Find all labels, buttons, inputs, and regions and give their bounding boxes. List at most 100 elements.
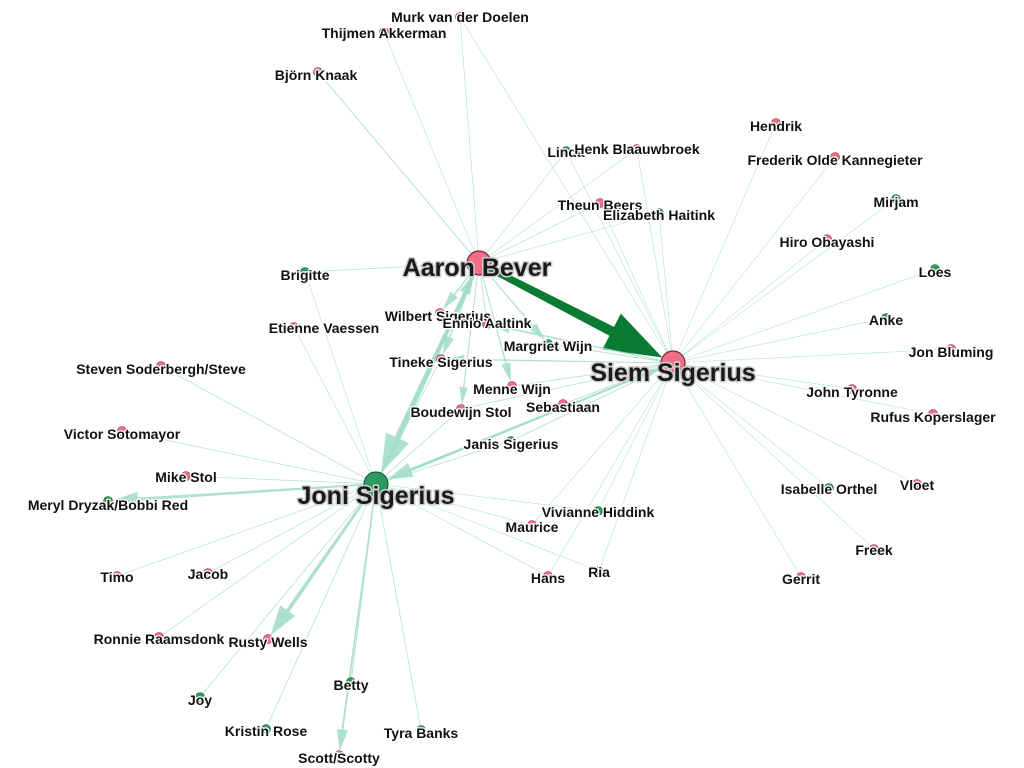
edge-aaron-murk — [460, 21, 480, 264]
node-timo[interactable] — [112, 571, 122, 581]
node-label-ennio: Ennio Aaltink — [443, 315, 532, 331]
edge-siem-johntyronne — [672, 362, 848, 389]
node-label-murk: Murk van der Doelen — [391, 9, 529, 25]
node-label-ria: Ria — [588, 564, 610, 580]
edge-aaron-henk — [478, 151, 634, 264]
node-wilbert[interactable] — [435, 308, 445, 318]
edge-siem-menne — [516, 362, 674, 386]
edge-siem-wilbert — [444, 313, 674, 364]
node-anke[interactable] — [881, 313, 891, 323]
node-label-tineke: Tineke Sigerius — [389, 354, 492, 370]
node-elizabeth[interactable] — [654, 208, 664, 218]
node-label-etienne: Etienne Vaessen — [269, 320, 380, 336]
node-etienne[interactable] — [289, 322, 299, 332]
node-ronnie[interactable] — [154, 632, 164, 642]
node-gerrit[interactable] — [796, 572, 806, 582]
node-mirjam[interactable] — [891, 194, 901, 204]
node-label-jacob: Jacob — [188, 566, 228, 582]
node-label-sebastiaan: Sebastiaan — [526, 399, 600, 415]
node-hans[interactable] — [543, 571, 553, 581]
edge-joni-steven — [164, 367, 377, 485]
node-bjorn[interactable] — [313, 67, 323, 77]
edge-siem-boudewijn — [465, 362, 674, 409]
node-label-wilbert: Wilbert Sigerius — [385, 308, 492, 324]
edge-joni-boudewijn — [375, 411, 458, 485]
edge-joni-janis — [375, 441, 507, 485]
node-label-thijmen: Thijmen Akkerman — [322, 25, 447, 41]
node-mike[interactable] — [181, 471, 191, 481]
node-tineke[interactable] — [436, 354, 446, 364]
node-label-isabelle: Isabelle Orthel — [781, 481, 877, 497]
node-ria[interactable] — [594, 566, 604, 576]
edge-siem-murk — [462, 20, 674, 364]
edge-siem-jonbluming — [672, 348, 947, 364]
node-theun[interactable] — [595, 198, 605, 208]
edge-joni-meryl — [112, 483, 377, 507]
node-joy[interactable] — [195, 692, 205, 702]
edge-joni-scott — [336, 483, 377, 751]
node-hiro[interactable] — [822, 234, 832, 244]
edge-siem-vloet — [672, 362, 914, 483]
node-label-henk: Henk Blaauwbroek — [574, 141, 699, 157]
edges-layer — [112, 20, 947, 751]
node-steven[interactable] — [156, 361, 166, 371]
node-kristin[interactable] — [261, 724, 271, 734]
node-rusty[interactable] — [263, 634, 273, 644]
node-aaron[interactable] — [466, 250, 492, 276]
node-ennio[interactable] — [482, 319, 492, 329]
edge-aaron-brigitte — [309, 262, 480, 273]
node-menne[interactable] — [507, 381, 517, 391]
node-henk[interactable] — [632, 144, 642, 154]
node-joni[interactable] — [363, 471, 389, 497]
edge-siem-hans — [550, 362, 674, 573]
labels-layer: Siem Sigerius Joni Sigerius Aaron Bever Mur… — [27, 8, 998, 768]
node-label-theun: Theun Beers — [558, 197, 643, 213]
edge-joni-victor — [126, 431, 377, 485]
node-margriet[interactable] — [543, 339, 553, 349]
node-loes[interactable] — [930, 264, 940, 274]
node-hendrik[interactable] — [771, 118, 781, 128]
node-label-bjorn: Björn Knaak — [275, 67, 358, 83]
edge-joni-mike — [190, 475, 377, 485]
node-scott[interactable] — [334, 750, 344, 760]
node-jonbluming[interactable] — [946, 344, 956, 354]
node-victor[interactable] — [117, 426, 127, 436]
edge-joni-kristin — [267, 483, 377, 726]
node-tyra[interactable] — [416, 725, 426, 735]
node-boudewijn[interactable] — [456, 404, 466, 414]
node-rufus[interactable] — [928, 409, 938, 419]
node-linda[interactable] — [561, 146, 571, 156]
node-thijmen[interactable] — [379, 27, 389, 37]
edge-siem-tineke — [445, 354, 673, 365]
node-label-vivianne: Vivianne Hiddink — [542, 504, 655, 520]
node-johntyronne[interactable] — [847, 384, 857, 394]
node-brigitte[interactable] — [300, 267, 310, 277]
node-label-mike: Mike Stol — [155, 469, 216, 485]
node-meryl[interactable] — [103, 496, 113, 506]
node-siem[interactable] — [660, 350, 686, 376]
edge-siem-gerrit — [672, 362, 799, 574]
node-maurice[interactable] — [527, 520, 537, 530]
edge-siem-hendrik — [672, 127, 775, 364]
node-label-menne: Menne Wijn — [473, 381, 551, 397]
node-label-meryl: Meryl Dryzak/Bobbi Red — [28, 497, 188, 513]
node-frederik[interactable] — [830, 152, 840, 162]
node-betty[interactable] — [346, 677, 356, 687]
node-label-kristin: Kristin Rose — [225, 723, 308, 739]
node-isabelle[interactable] — [824, 483, 834, 493]
node-sebastiaan[interactable] — [558, 399, 568, 409]
edge-aaron-margriet — [478, 262, 546, 341]
node-janis[interactable] — [506, 436, 516, 446]
edge-aaron-boudewijn — [459, 263, 480, 405]
edge-siem-ria — [600, 362, 674, 567]
node-label-mirjam: Mirjam — [873, 194, 918, 210]
node-freek[interactable] — [869, 544, 879, 554]
edge-joni-jacob — [211, 483, 377, 572]
node-vivianne[interactable] — [593, 506, 603, 516]
node-jacob[interactable] — [203, 568, 213, 578]
edge-joni-tineke — [375, 362, 440, 485]
node-murk[interactable] — [455, 12, 465, 22]
node-vloet[interactable] — [912, 479, 922, 489]
edge-siem-sebastiaan — [567, 362, 674, 403]
